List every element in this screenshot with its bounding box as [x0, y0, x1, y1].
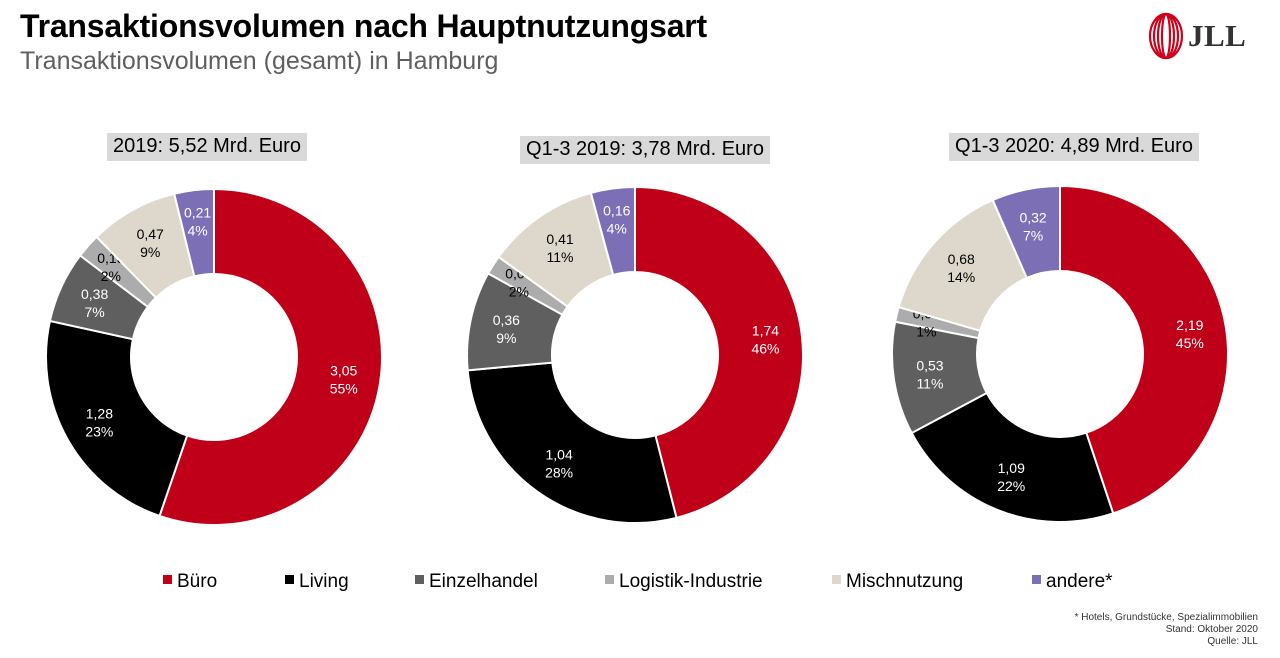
chart-3-percent-label-andere: 7%	[1023, 227, 1043, 243]
legend-swatch-einzelhandel	[415, 575, 424, 584]
chart-3-value-label-einzelhandel: 0,53	[916, 357, 943, 373]
chart-1-value-label-andere: 0,21	[184, 204, 211, 220]
chart-1-value-label-einzelhandel: 0,38	[81, 286, 108, 302]
chart-3-value-label-buero: 2,19	[1176, 317, 1203, 333]
legend-label-buero: Büro	[177, 571, 218, 592]
page-subtitle: Transaktionsvolumen (gesamt) in Hamburg	[20, 47, 499, 75]
footnote-date: Stand: Oktober 2020	[1165, 624, 1258, 635]
legend-swatch-living	[285, 575, 294, 584]
chart-1-slice-living	[45, 319, 189, 518]
chart-2-value-label-living: 1,04	[546, 446, 573, 462]
chart-1-value-label-mischnutzung: 0,47	[137, 226, 164, 242]
legend-item-andere: andere*	[1032, 571, 1113, 593]
chart-3-percent-label-logistik-industrie: 1%	[916, 324, 936, 340]
chart-2-slice-andere	[589, 185, 636, 277]
chart-2-slice-buero	[634, 185, 804, 520]
legend-swatch-andere	[1032, 575, 1041, 584]
chart-2-value-label-andere: 0,16	[603, 203, 630, 219]
chart-3-percent-label-living: 22%	[997, 478, 1025, 494]
footnote: * Hotels, Grundstücke, Spezialimmobilien…	[1075, 612, 1258, 648]
chart-3-slice-living	[910, 391, 1115, 523]
chart-1-slice-buero	[158, 187, 383, 526]
legend-label-andere: andere*	[1046, 571, 1113, 592]
chart-2-percent-label-buero: 46%	[751, 341, 779, 357]
legend-swatch-mischnutzung	[832, 575, 841, 584]
legend-item-living: Living	[285, 571, 349, 593]
chart-1-percent-label-living: 23%	[85, 423, 113, 439]
jll-logo: JLL	[1148, 10, 1263, 62]
chart-2-percent-label-andere: 4%	[607, 221, 627, 237]
legend-swatch-logistik-industrie	[605, 575, 614, 584]
chart-1-slice-andere	[173, 187, 215, 278]
chart-3-percent-label-einzelhandel: 11%	[916, 375, 943, 391]
footnote-definition: * Hotels, Grundstücke, Spezialimmobilien	[1074, 612, 1258, 623]
chart-1-value-label-buero: 3,05	[330, 363, 357, 379]
page-title: Transaktionsvolumen nach Hauptnutzungsar…	[20, 8, 708, 44]
legend-item-logistik-industrie: Logistik-Industrie	[605, 571, 763, 593]
legend: Büro Living Einzelhandel Logistik-Indust…	[0, 571, 1280, 595]
chart-1-percent-label-logistik-industrie: 2%	[101, 268, 121, 284]
legend-item-mischnutzung: Mischnutzung	[832, 571, 963, 593]
chart-2-value-label-mischnutzung: 0,41	[546, 231, 573, 247]
chart-3-value-label-mischnutzung: 0,68	[948, 251, 975, 267]
chart-1-value-label-living: 1,28	[86, 405, 113, 421]
legend-swatch-buero	[163, 575, 172, 584]
chart-1-percent-label-andere: 4%	[187, 222, 207, 238]
legend-item-buero: Büro	[163, 571, 217, 593]
chart-3-slice-andere	[991, 184, 1061, 280]
legend-label-logistik-industrie: Logistik-Industrie	[619, 571, 763, 592]
donut-charts-area: 2019: 5,52 Mrd. Euro Q1-3 2019: 3,78 Mrd…	[45, 133, 1229, 526]
chart-1-percent-label-einzelhandel: 7%	[84, 304, 104, 320]
donut-charts-svg: 3,0555%1,2823%0,387%0,132%0,479%0,214%1,…	[45, 184, 1229, 526]
logo-text: JLL	[1188, 18, 1247, 53]
chart-1-percent-label-buero: 55%	[330, 381, 358, 397]
chart-3-value-label-andere: 0,32	[1019, 209, 1046, 225]
chart-3-value-label-living: 1,09	[998, 460, 1025, 476]
chart-2-percent-label-einzelhandel: 9%	[496, 330, 516, 346]
chart-2-title: Q1-3 2019: 3,78 Mrd. Euro	[520, 136, 770, 164]
legend-label-mischnutzung: Mischnutzung	[846, 571, 964, 592]
chart-2-percent-label-living: 28%	[545, 464, 573, 480]
chart-2-value-label-buero: 1,74	[752, 323, 779, 339]
chart-2-value-label-einzelhandel: 0,36	[493, 312, 520, 328]
chart-2-percent-label-mischnutzung: 11%	[547, 249, 574, 265]
legend-label-einzelhandel: Einzelhandel	[429, 571, 538, 592]
chart-3-percent-label-mischnutzung: 14%	[947, 269, 975, 285]
chart-1-title: 2019: 5,52 Mrd. Euro	[107, 133, 307, 161]
chart-2-percent-label-logistik-industrie: 2%	[509, 283, 529, 299]
chart-3-title: Q1-3 2020: 4,89 Mrd. Euro	[949, 133, 1199, 161]
chart-2-slice-living	[466, 361, 678, 524]
chart-3-slice-buero	[1059, 184, 1229, 515]
chart-1-percent-label-mischnutzung: 9%	[140, 244, 160, 260]
legend-item-einzelhandel: Einzelhandel	[415, 571, 538, 593]
legend-label-living: Living	[299, 571, 349, 592]
chart-3-percent-label-buero: 45%	[1176, 335, 1204, 351]
footnote-source: Quelle: JLL	[1207, 636, 1258, 647]
jll-logo-icon	[1148, 12, 1184, 60]
